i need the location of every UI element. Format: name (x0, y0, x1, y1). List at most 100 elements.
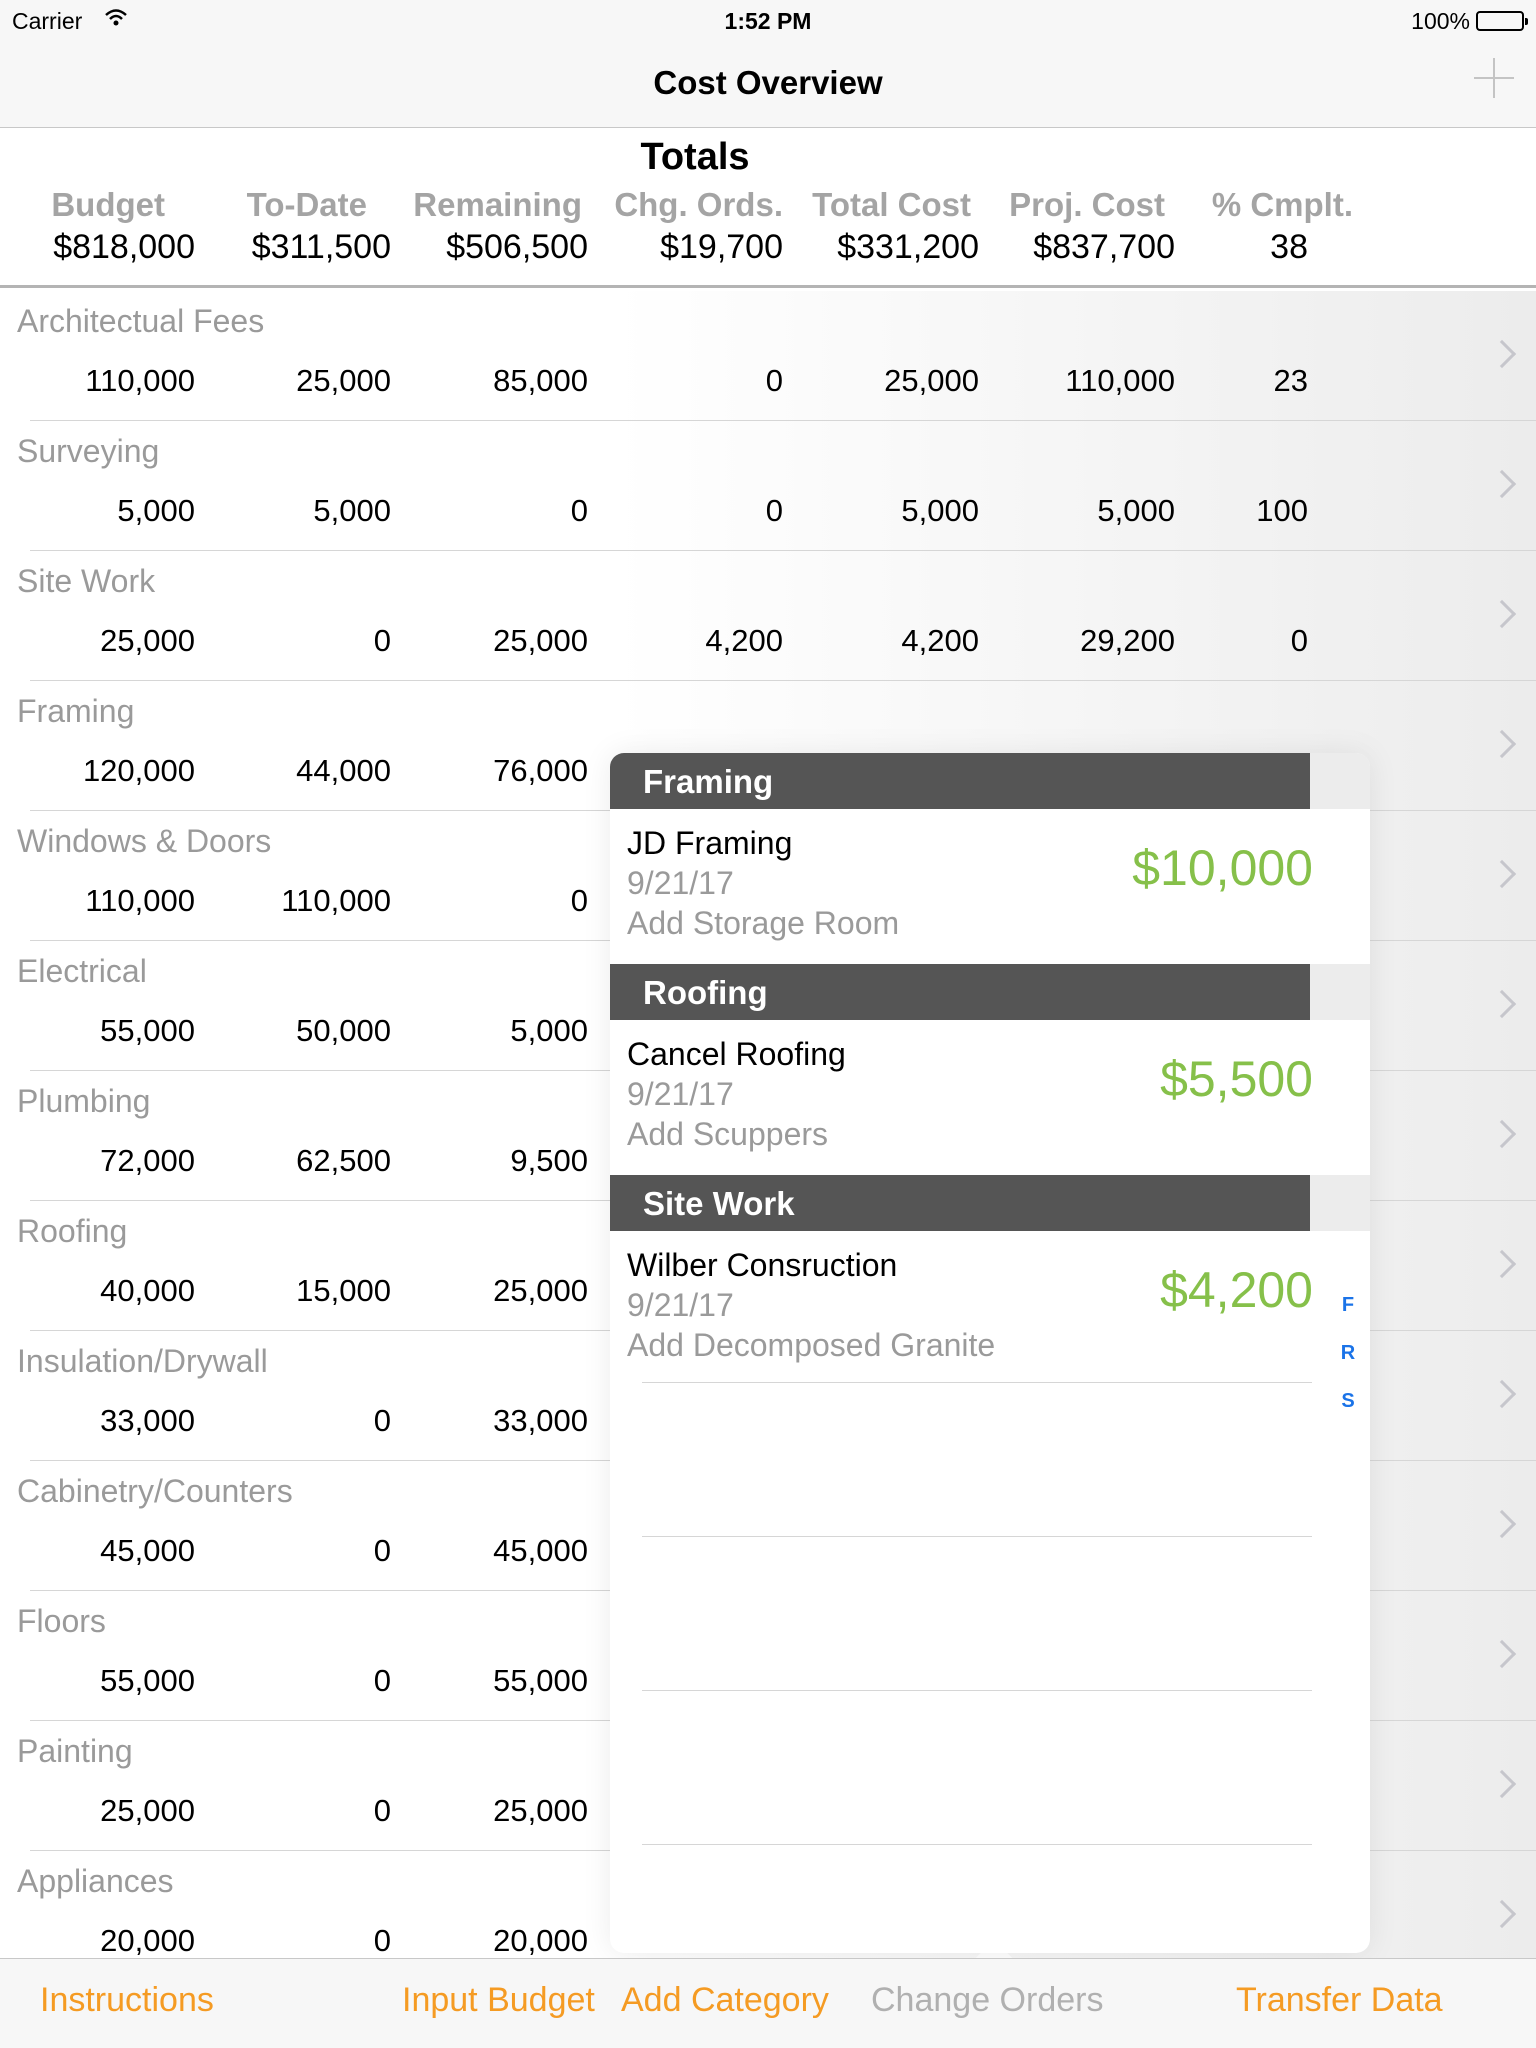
change-order-amount: $10,000 (1132, 840, 1313, 896)
tab-instructions[interactable]: Instructions (40, 1981, 214, 2019)
category-value: 4,200 (705, 623, 783, 658)
category-value: 120,000 (82, 753, 195, 788)
change-order-description: Add Decomposed Granite (627, 1327, 996, 1363)
change-order-title: Cancel Roofing (627, 1036, 846, 1072)
change-order-title: Wilber Consruction (627, 1247, 898, 1283)
category-value: 0 (765, 493, 783, 528)
category-row[interactable]: Architectual Fees 110,000 25,000 85,000 0 25,… (0, 291, 1536, 421)
empty-row-separator (642, 1382, 1312, 1383)
category-value: 25,000 (884, 363, 979, 398)
battery-icon (1476, 11, 1528, 31)
category-row[interactable]: Site Work 25,000 0 25,000 4,200 4,200 29,200 0 (0, 551, 1536, 681)
category-value: 72,000 (100, 1143, 195, 1178)
category-value: 0 (373, 1923, 391, 1958)
category-value: 0 (570, 493, 588, 528)
category-value: 110,000 (1065, 363, 1175, 398)
tab-change-orders[interactable]: Change Orders (871, 1981, 1104, 2019)
category-value: 45,000 (100, 1533, 195, 1568)
section-index-letter[interactable]: S (1341, 1390, 1355, 1412)
category-value: 23 (1273, 363, 1308, 398)
category-name: Windows & Doors (17, 823, 272, 859)
category-name: Cabinetry/Counters (17, 1473, 293, 1509)
chevron-right-icon[interactable] (1498, 1121, 1514, 1149)
category-value: 25,000 (493, 1273, 588, 1308)
status-bar: Carrier 1:52 PM 100% (0, 0, 1536, 40)
chevron-right-icon[interactable] (1498, 1251, 1514, 1279)
category-value: 55,000 (100, 1013, 195, 1048)
chevron-right-icon[interactable] (1498, 1511, 1514, 1539)
chevron-right-icon[interactable] (1498, 991, 1514, 1019)
change-order-date: 9/21/17 (627, 1076, 734, 1112)
totals-value: 38 (1270, 228, 1308, 266)
category-value: 50,000 (296, 1013, 391, 1048)
section-header: Framing (610, 753, 1310, 809)
totals-label: Budget (51, 186, 165, 223)
totals-label: Remaining (413, 186, 582, 223)
change-order-description: Add Scuppers (627, 1116, 829, 1152)
category-value: 25,000 (296, 363, 391, 398)
category-value: 20,000 (493, 1923, 588, 1958)
change-orders-popover: Framing JD Framing 9/21/17 Add Storage Room… (610, 753, 1370, 1953)
category-name: Painting (17, 1733, 133, 1769)
change-order-item[interactable]: Cancel Roofing 9/21/17 Add Scuppers $5,500 (610, 1020, 1313, 1175)
change-order-item[interactable]: JD Framing 9/21/17 Add Storage Room $10,000 (610, 809, 1313, 964)
change-order-amount: $4,200 (1160, 1262, 1313, 1318)
totals-label: % Cmplt. (1211, 186, 1353, 223)
category-name: Appliances (17, 1863, 174, 1899)
chevron-right-icon[interactable] (1498, 1771, 1514, 1799)
wifi-icon (105, 9, 127, 26)
section-header: Site Work (610, 1175, 1310, 1231)
tab-add-category[interactable]: Add Category (621, 1981, 829, 2019)
category-value: 110,000 (85, 883, 195, 918)
row-separator (30, 680, 1536, 681)
category-value: 15,000 (296, 1273, 391, 1308)
category-value: 20,000 (100, 1923, 195, 1958)
category-value: 55,000 (100, 1663, 195, 1698)
category-name: Site Work (17, 563, 156, 599)
chevron-right-icon[interactable] (1498, 1901, 1514, 1929)
category-value: 85,000 (493, 363, 588, 398)
category-value: 110,000 (281, 883, 391, 918)
chevron-right-icon[interactable] (1498, 341, 1514, 369)
section-index-letter[interactable]: F (1341, 1294, 1355, 1316)
section-header-strip (1310, 1175, 1370, 1231)
category-name: Floors (17, 1603, 106, 1639)
category-value: 5,000 (313, 493, 391, 528)
category-name: Architectual Fees (17, 303, 265, 339)
change-order-item[interactable]: Wilber Consruction 9/21/17 Add Decomposed … (610, 1231, 1313, 1386)
totals-value: $818,000 (53, 228, 195, 266)
change-order-date: 9/21/17 (627, 865, 734, 901)
page-title: Cost Overview (653, 64, 883, 101)
category-row[interactable]: Surveying 5,000 5,000 0 0 5,000 5,000 100 (0, 421, 1536, 551)
section-index-letter[interactable]: R (1340, 1342, 1356, 1364)
category-value: 25,000 (493, 623, 588, 658)
category-value: 55,000 (493, 1663, 588, 1698)
chevron-right-icon[interactable] (1498, 1381, 1514, 1409)
category-value: 25,000 (100, 623, 195, 658)
empty-row-separator (642, 1844, 1312, 1845)
totals-value: $837,700 (1033, 228, 1175, 266)
category-value: 100 (1256, 493, 1308, 528)
category-value: 33,000 (100, 1403, 195, 1438)
totals-label: Total Cost (812, 186, 971, 223)
chevron-right-icon[interactable] (1498, 601, 1514, 629)
totals-label: To-Date (246, 186, 367, 223)
chevron-right-icon[interactable] (1498, 861, 1514, 889)
chevron-right-icon[interactable] (1498, 1641, 1514, 1669)
tab-input-budget[interactable]: Input Budget (402, 1981, 595, 2019)
add-plus-icon[interactable] (1474, 58, 1514, 98)
category-value: 25,000 (100, 1793, 195, 1828)
chevron-right-icon[interactable] (1498, 471, 1514, 499)
category-name: Plumbing (17, 1083, 151, 1119)
totals-value: $331,200 (837, 228, 979, 266)
category-value: 5,000 (901, 493, 979, 528)
chevron-right-icon[interactable] (1498, 731, 1514, 759)
tab-transfer-data[interactable]: Transfer Data (1236, 1981, 1443, 2019)
category-value: 0 (570, 883, 588, 918)
category-value: 5,000 (1097, 493, 1175, 528)
empty-row-separator (642, 1690, 1312, 1691)
category-name: Framing (17, 693, 135, 729)
category-value: 110,000 (85, 363, 195, 398)
category-value: 0 (373, 1663, 391, 1698)
category-value: 33,000 (493, 1403, 588, 1438)
